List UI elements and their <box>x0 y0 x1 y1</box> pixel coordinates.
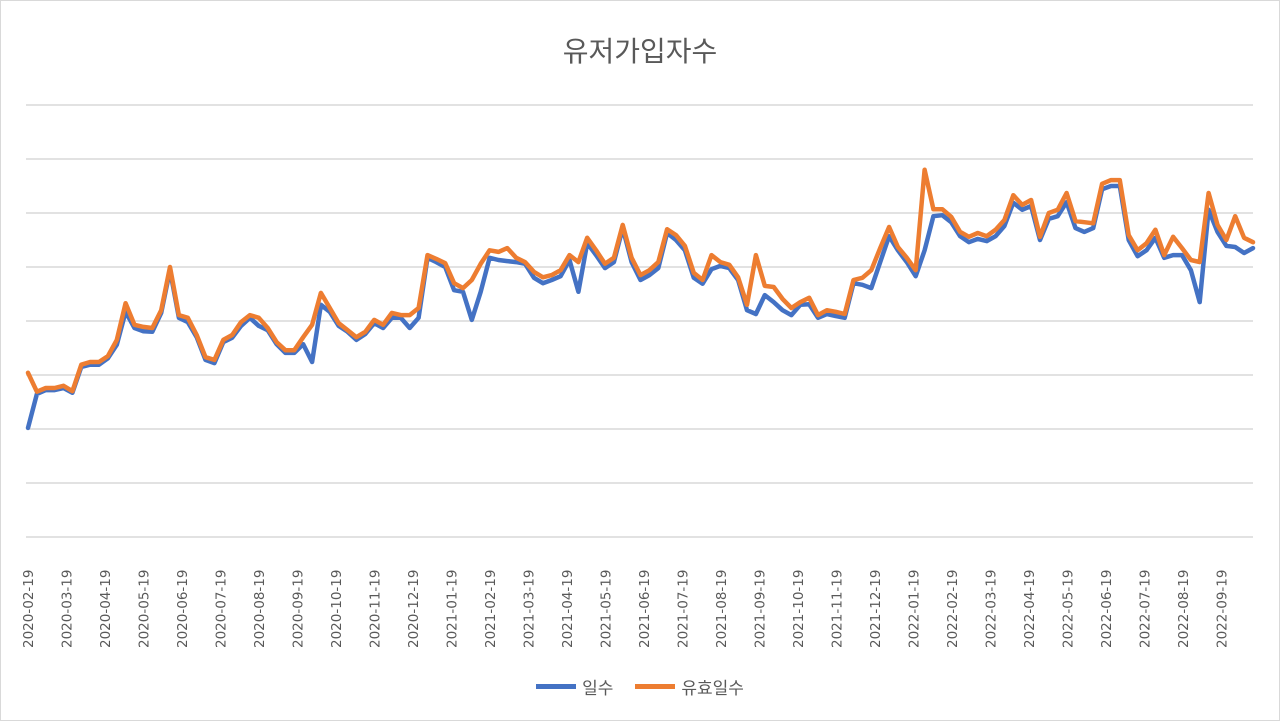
x-tick-label: 2021-08-19 <box>714 570 730 648</box>
x-tick-label: 2020-09-19 <box>291 570 307 648</box>
x-tick-label: 2022-09-19 <box>1215 570 1231 648</box>
legend-swatch-orange <box>635 684 676 689</box>
x-tick-label: 2021-12-19 <box>868 570 884 648</box>
x-tick-label: 2021-04-19 <box>560 570 576 648</box>
x-tick-label: 2021-10-19 <box>791 570 807 648</box>
x-tick-label: 2022-08-19 <box>1176 570 1192 648</box>
legend: 일수 유효일수 <box>0 674 1280 699</box>
x-tick-label: 2022-04-19 <box>1022 570 1038 648</box>
x-tick-label: 2020-02-19 <box>21 570 37 648</box>
legend-item-series-1: 일수 <box>536 674 613 699</box>
x-tick-label: 2022-01-19 <box>907 570 923 648</box>
x-tick-label: 2020-10-19 <box>329 570 345 648</box>
series-line-1 <box>25 183 1256 431</box>
x-tick-label: 2022-06-19 <box>1099 570 1115 648</box>
x-tick-label: 2022-02-19 <box>945 570 961 648</box>
x-tick-label: 2021-02-19 <box>483 570 499 648</box>
x-tick-label: 2021-09-19 <box>753 570 769 648</box>
legend-label: 일수 <box>582 679 614 699</box>
x-tick-label: 2022-05-19 <box>1061 570 1077 648</box>
x-tick-label: 2021-05-19 <box>599 570 615 648</box>
chart-title: 유저가입자수 <box>562 35 718 68</box>
x-tick-label: 2021-11-19 <box>830 570 846 648</box>
x-tick-label: 2020-06-19 <box>175 570 191 648</box>
x-tick-label: 2020-03-19 <box>60 570 76 648</box>
legend-label: 유효일수 <box>681 679 744 699</box>
x-tick-label: 2021-01-19 <box>445 570 461 648</box>
legend-item-series-2: 유효일수 <box>635 674 744 699</box>
x-tick-label: 2021-07-19 <box>676 570 692 648</box>
x-tick-label: 2022-03-19 <box>984 570 1000 648</box>
x-tick-label: 2021-06-19 <box>637 570 653 648</box>
x-tick-label: 2020-04-19 <box>98 570 114 648</box>
x-tick-label: 2021-03-19 <box>522 570 538 648</box>
x-tick-label: 2020-12-19 <box>406 570 422 648</box>
x-tick-label: 2020-07-19 <box>214 570 230 648</box>
x-tick-label: 2022-07-19 <box>1138 570 1154 648</box>
legend-swatch-blue <box>536 684 577 689</box>
x-tick-label: 2020-11-19 <box>368 570 384 648</box>
x-tick-label: 2020-05-19 <box>137 570 153 648</box>
x-tick-label: 2020-08-19 <box>252 570 268 648</box>
